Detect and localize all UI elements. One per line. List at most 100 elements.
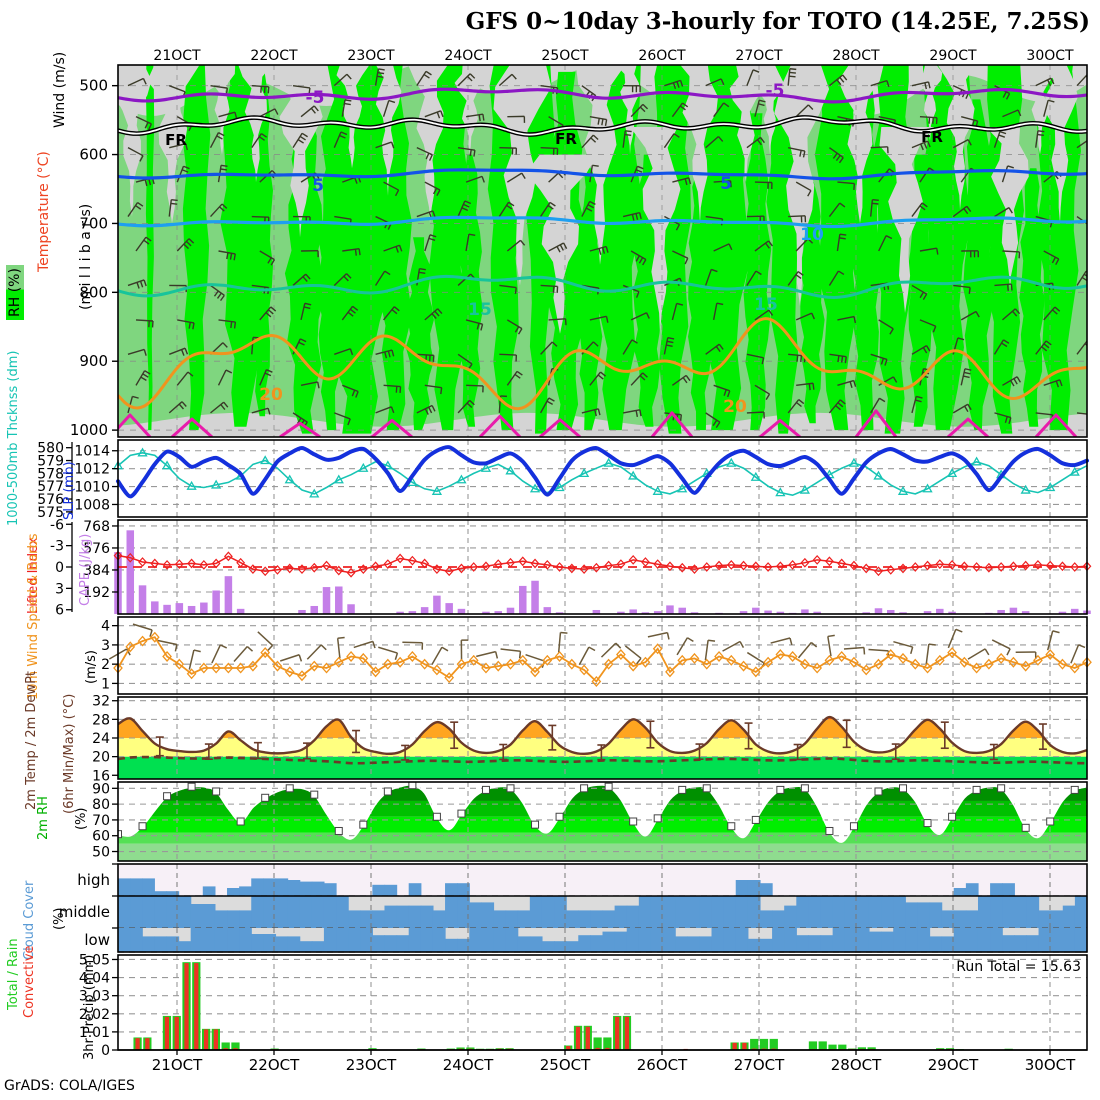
wind-barb-flag (337, 636, 345, 640)
rh-dry-wedge (758, 65, 784, 155)
wind-barbs (127, 68, 1087, 429)
wind-barb-flag (597, 408, 601, 416)
cloud-bar-low (287, 936, 301, 952)
wind-barb-flag (807, 238, 814, 244)
cape-bar (1021, 611, 1030, 614)
wind-barb-shaft (746, 353, 764, 359)
cloud-bar-middle (893, 896, 906, 928)
precip-total-bar (759, 1038, 769, 1050)
thickness-marker (677, 483, 688, 493)
wind10m-marker (812, 662, 823, 674)
wind-barb-shaft (911, 140, 928, 149)
wind-barb-flag (723, 102, 730, 108)
rh-marker (408, 782, 417, 790)
wind10m-marker (947, 647, 957, 659)
cloud-bar-high (130, 878, 143, 896)
rh-dry-wedge (1045, 65, 1078, 224)
thickness-marker (775, 487, 786, 497)
li-tick-label: 3 (55, 581, 64, 597)
cloud-bar-high (457, 883, 470, 896)
wind-barb-shaft (127, 147, 144, 157)
wind-barb-shaft (911, 284, 927, 295)
li-marker (555, 562, 564, 572)
wind-barb-flag (494, 651, 499, 659)
rh-plume (695, 65, 752, 431)
rh-marker (359, 820, 368, 829)
cape-bar (457, 608, 466, 614)
cloud-bar-middle (796, 896, 810, 928)
wind10m-marker (738, 660, 749, 672)
cloud-bar-low (517, 936, 531, 952)
thickness-marker (750, 471, 761, 481)
wind-barb-flag (1004, 416, 1008, 423)
wind-barb-flag (666, 344, 673, 347)
wind-barb-flag (313, 105, 319, 112)
wind-barb-flag (378, 68, 385, 71)
wind-barb-shaft (1043, 306, 1056, 321)
wind-barb-flag (840, 356, 844, 363)
wind-barb-shaft (132, 623, 153, 631)
wind10m-marker (468, 654, 479, 666)
cloud-bar-middle (275, 896, 289, 928)
wind-barb-flag (590, 137, 597, 143)
wind-barb-shaft (870, 146, 888, 149)
wind-barb-shaft (829, 353, 847, 358)
pressure-tick-label: 500 (79, 77, 108, 95)
rh-marker (457, 809, 466, 818)
rh-tick-label: 70 (92, 813, 110, 829)
cloud-bar-middle (214, 910, 228, 928)
cloud-bar-middle (578, 910, 591, 928)
cloud-bar-high (953, 888, 967, 896)
wind-barb-shaft (333, 131, 342, 148)
wind-barb-shaft (624, 645, 642, 659)
rh-marker (506, 784, 515, 793)
wind-barb-shaft (135, 370, 146, 386)
li-marker (223, 551, 233, 562)
cloud-bar-low (251, 934, 264, 952)
li-marker (923, 560, 932, 571)
wind-barb-shaft (952, 205, 968, 218)
wind-barb-shaft (259, 250, 275, 261)
slp-tick-label: 1008 (74, 497, 110, 513)
wind10m-marker (861, 664, 872, 676)
wind-barb-flag (919, 291, 924, 299)
wind-barb-flag (666, 340, 674, 344)
wind-barb-flag (676, 81, 680, 88)
contour-label: FR (555, 130, 577, 148)
rh-marker (310, 790, 319, 799)
wind-barb-shaft (135, 236, 147, 252)
wind-barb-flag (135, 205, 142, 210)
cape-bar (666, 605, 674, 614)
cloud-bar-low (299, 941, 313, 952)
wind-barb-flag (1051, 256, 1057, 264)
wind-barb-flag (863, 647, 866, 655)
li-marker (187, 558, 197, 569)
wind-barb-flag (807, 104, 814, 110)
wind-barb-shaft (169, 85, 186, 93)
wind-barb-flag (798, 399, 805, 405)
wind-barb-shaft (383, 244, 400, 252)
wind-barb-flag (799, 150, 802, 157)
wind-barb-flag (140, 376, 147, 382)
li-marker (726, 559, 736, 570)
cloud-bar-low (699, 936, 713, 952)
wind-barb-shaft (251, 133, 262, 149)
cape-li-frame (117, 519, 1088, 615)
wind10m-marker (137, 635, 148, 647)
wind-barb-shaft (457, 200, 466, 217)
wind-barb-shaft (457, 73, 471, 87)
wind10m-marker (873, 658, 884, 670)
cape-bar (408, 611, 417, 614)
wind-barb-flag (548, 397, 555, 402)
li-marker (591, 562, 601, 573)
cloud-bar-middle (396, 905, 410, 928)
cloud-bar-middle (408, 905, 422, 928)
wind-barb-flag (213, 290, 219, 297)
cloud-bar-high (965, 883, 979, 896)
cape-bar (886, 609, 895, 614)
wind-barb-flag (317, 381, 320, 389)
wind-barb-shaft (341, 99, 346, 117)
wind-barb-flag (915, 399, 922, 403)
wind-barb-flag (811, 312, 815, 320)
